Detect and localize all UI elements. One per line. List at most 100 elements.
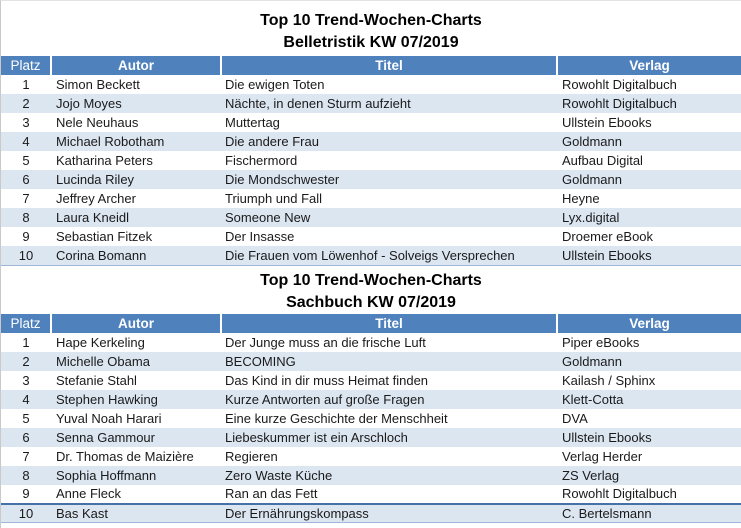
- sachbuch-table: Platz Autor Titel Verlag 1 Hape Kerkelin…: [1, 313, 741, 523]
- table-row: 6 Senna Gammour Liebeskummer ist ein Ars…: [1, 427, 741, 447]
- titel-cell: Liebeskummer ist ein Arschloch: [221, 427, 557, 447]
- titel-cell: Der Junge muss an die frische Luft: [225, 334, 426, 350]
- table-row: 8 Sophia Hoffmann Zero Waste Küche ZS Ve…: [1, 465, 741, 485]
- autor-cell: Michelle Obama: [51, 351, 221, 371]
- platz-cell: 4: [1, 389, 51, 409]
- verlag-cell: Kailash / Sphinx: [562, 372, 656, 388]
- column-header-platz: Platz: [1, 56, 51, 75]
- titel-cell: Zero Waste Küche: [221, 465, 557, 485]
- column-header-autor: Autor: [50, 56, 221, 75]
- table-row: 3 Nele Neuhaus Muttertag Ullstein Ebooks: [1, 113, 741, 132]
- verlag-cell: Rowohlt Digitalbuch: [562, 77, 677, 92]
- platz-cell: 1: [22, 334, 30, 350]
- verlag-cell: Ullstein Ebooks: [557, 246, 741, 266]
- platz-cell: 9: [22, 229, 30, 244]
- table-row: 8 Laura Kneidl Someone New Lyx.digital: [1, 208, 741, 227]
- autor-cell: Stephen Hawking: [51, 389, 221, 409]
- belletristik-title-block: Top 10 Trend-Wochen-Charts Belletristik …: [1, 1, 741, 56]
- platz-cell: 8: [1, 208, 51, 227]
- table-row: 1 Hape Kerkeling Der Junge muss an die f…: [1, 333, 741, 352]
- platz-cell: 4: [1, 132, 51, 151]
- verlag-cell: Ullstein Ebooks: [557, 427, 741, 447]
- titel-cell: Nächte, in denen Sturm aufzieht: [221, 94, 557, 113]
- verlag-cell: Goldmann: [557, 351, 741, 371]
- table-row: 9 Sebastian Fitzek Der Insasse Droemer e…: [1, 227, 741, 246]
- verlag-cell: C. Bertelsmann: [557, 502, 741, 523]
- autor-cell: Anne Fleck: [56, 486, 122, 501]
- autor-cell: Nele Neuhaus: [56, 115, 139, 130]
- table-row: 2 Jojo Moyes Nächte, in denen Sturm aufz…: [1, 94, 741, 113]
- column-header-titel: Titel: [220, 56, 557, 75]
- autor-cell: Simon Beckett: [56, 77, 140, 92]
- autor-cell: Michael Robotham: [51, 132, 221, 151]
- verlag-cell: Ullstein Ebooks: [562, 115, 652, 130]
- verlag-cell: Rowohlt Digitalbuch: [557, 94, 741, 113]
- platz-cell: 8: [1, 465, 51, 485]
- table-row: 4 Michael Robotham Die andere Frau Goldm…: [1, 132, 741, 151]
- titel-cell: Regieren: [225, 448, 278, 464]
- autor-cell: Sebastian Fitzek: [56, 229, 153, 244]
- titel-cell: Fischermord: [225, 153, 298, 168]
- sachbuch-title-block: Top 10 Trend-Wochen-Charts Sachbuch KW 0…: [1, 266, 741, 314]
- table-row: 2 Michelle Obama BECOMING Goldmann: [1, 351, 741, 371]
- titel-cell: Die Frauen vom Löwenhof - Solveigs Versp…: [221, 246, 557, 266]
- belletristik-header-row: Platz Autor Titel Verlag: [1, 56, 741, 75]
- table-row: 9 Anne Fleck Ran an das Fett Rowohlt Dig…: [1, 485, 741, 504]
- platz-cell: 2: [1, 94, 51, 113]
- autor-cell: Laura Kneidl: [51, 208, 221, 227]
- platz-cell: 5: [22, 410, 30, 426]
- sachbuch-title-line1: Top 10 Trend-Wochen-Charts: [260, 271, 482, 289]
- column-header-autor: Autor: [50, 313, 221, 333]
- platz-cell: 5: [22, 153, 30, 168]
- titel-cell: Der Ernährungskompass: [221, 502, 557, 523]
- titel-cell: Muttertag: [225, 115, 280, 130]
- table-row: 10 Bas Kast Der Ernährungskompass C. Ber…: [1, 502, 741, 523]
- verlag-cell: Piper eBooks: [562, 334, 640, 350]
- titel-cell: Die ewigen Toten: [225, 77, 325, 92]
- autor-cell: Dr. Thomas de Maizière: [56, 448, 194, 464]
- autor-cell: Corina Bomann: [51, 246, 221, 266]
- autor-cell: Stefanie Stahl: [56, 372, 137, 388]
- verlag-cell: DVA: [562, 410, 588, 426]
- platz-cell: 10: [1, 502, 51, 523]
- autor-cell: Lucinda Riley: [51, 170, 221, 189]
- verlag-cell: ZS Verlag: [557, 465, 741, 485]
- verlag-cell: Aufbau Digital: [562, 153, 643, 168]
- table-row: 7 Jeffrey Archer Triumph und Fall Heyne: [1, 189, 741, 208]
- verlag-cell: Rowohlt Digitalbuch: [562, 486, 677, 501]
- autor-cell: Jojo Moyes: [51, 94, 221, 113]
- column-header-verlag: Verlag: [556, 56, 741, 75]
- table-row: 6 Lucinda Riley Die Mondschwester Goldma…: [1, 170, 741, 189]
- table-row: 4 Stephen Hawking Kurze Antworten auf gr…: [1, 389, 741, 409]
- platz-cell: 1: [22, 77, 30, 92]
- titel-cell: Ran an das Fett: [225, 486, 318, 501]
- titel-cell: Kurze Antworten auf große Fragen: [221, 389, 557, 409]
- platz-cell: 9: [22, 486, 30, 501]
- titel-cell: Die andere Frau: [221, 132, 557, 151]
- table-row: 3 Stefanie Stahl Das Kind in dir muss He…: [1, 371, 741, 390]
- verlag-cell: Goldmann: [557, 170, 741, 189]
- sachbuch-header-row: Platz Autor Titel Verlag: [1, 313, 741, 333]
- platz-cell: 6: [1, 427, 51, 447]
- verlag-cell: Verlag Herder: [562, 448, 643, 464]
- verlag-cell: Lyx.digital: [557, 208, 741, 227]
- platz-cell: 7: [22, 191, 30, 206]
- titel-cell: Someone New: [221, 208, 557, 227]
- platz-cell: 10: [1, 246, 51, 266]
- column-header-platz: Platz: [1, 313, 51, 333]
- titel-cell: BECOMING: [221, 351, 557, 371]
- table-row: 10 Corina Bomann Die Frauen vom Löwenhof…: [1, 246, 741, 266]
- platz-cell: 3: [22, 115, 30, 130]
- autor-cell: Senna Gammour: [51, 427, 221, 447]
- table-row: 5 Katharina Peters Fischermord Aufbau Di…: [1, 151, 741, 170]
- titel-cell: Die Mondschwester: [221, 170, 557, 189]
- table-row: 1 Simon Beckett Die ewigen Toten Rowohlt…: [1, 75, 741, 94]
- column-header-verlag: Verlag: [556, 313, 741, 333]
- autor-cell: Katharina Peters: [56, 153, 153, 168]
- verlag-cell: Klett-Cotta: [557, 389, 741, 409]
- verlag-cell: Droemer eBook: [562, 229, 654, 244]
- platz-cell: 2: [1, 351, 51, 371]
- autor-cell: Jeffrey Archer: [56, 191, 136, 206]
- autor-cell: Hape Kerkeling: [56, 334, 145, 350]
